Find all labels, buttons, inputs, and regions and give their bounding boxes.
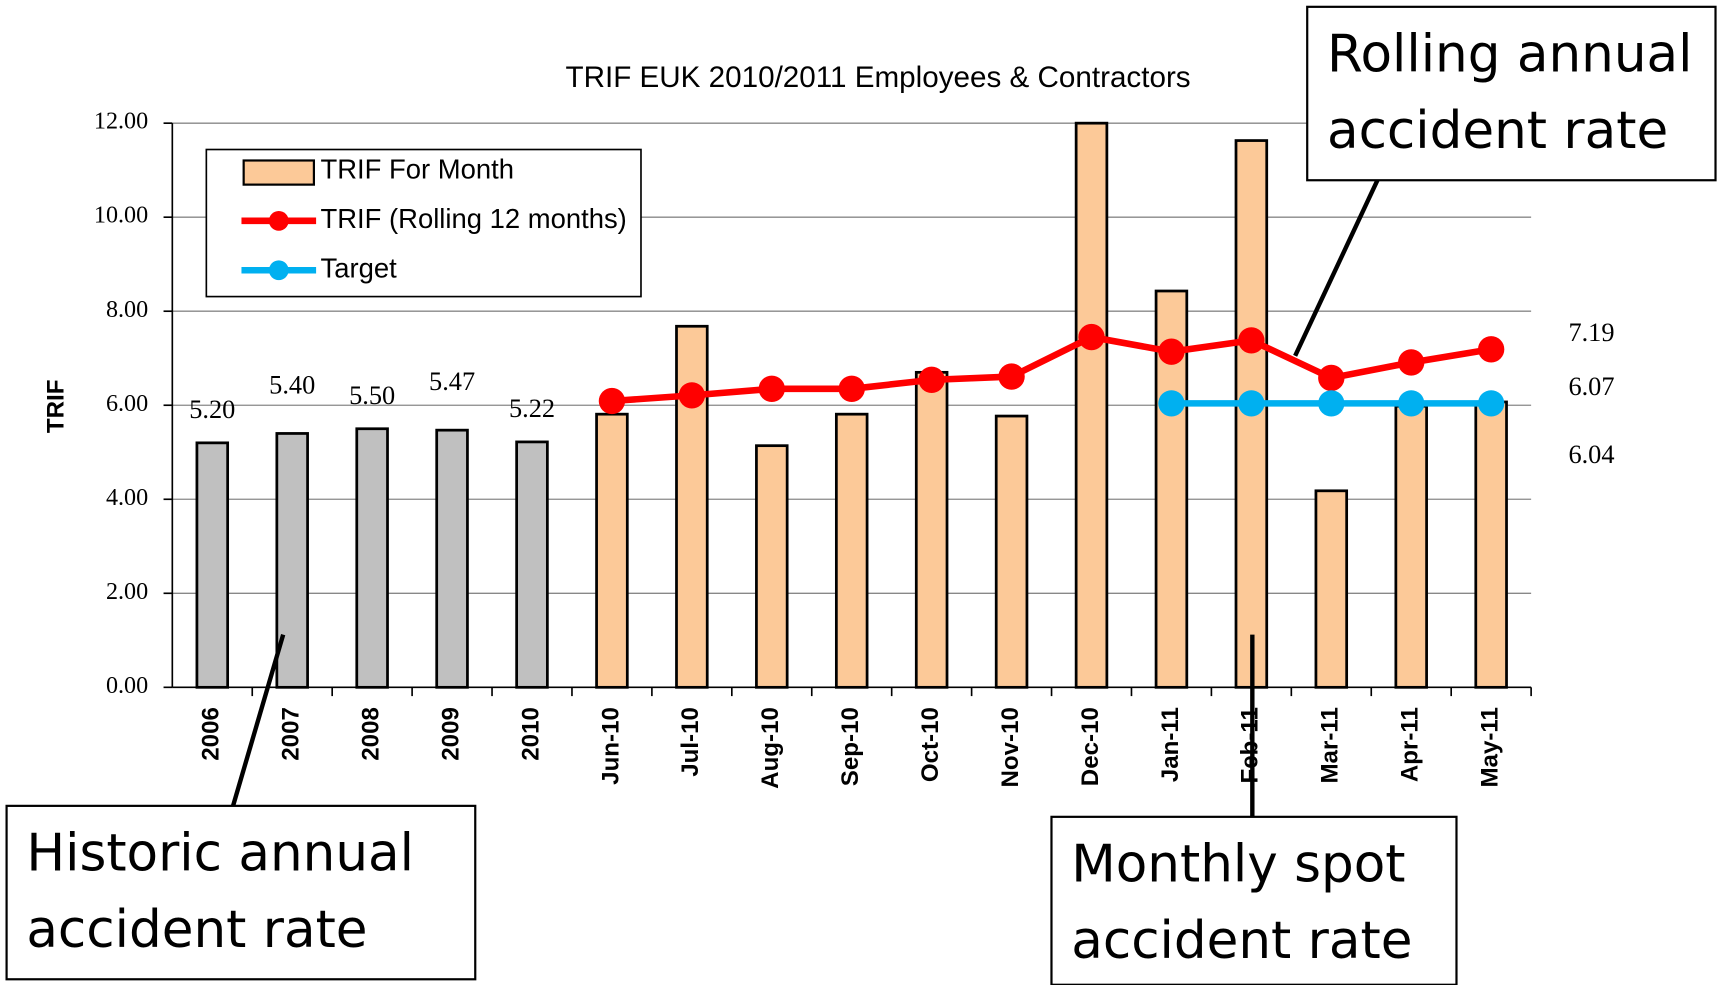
legend-swatch [242, 159, 316, 186]
x-tick-label: May-11 [1477, 707, 1504, 787]
marker [1398, 390, 1425, 417]
legend-label: TRIF For Month [320, 154, 514, 185]
x-tick-label: Jan-11 [1157, 707, 1184, 782]
callout-box [1050, 815, 1458, 986]
x-tick-label: Sep-10 [837, 707, 864, 786]
value-label: 5.47 [429, 367, 475, 396]
x-tick-label: 2010 [517, 707, 544, 761]
value-label: 5.22 [509, 394, 555, 423]
legend-marker [268, 260, 289, 281]
x-tick-label: Mar-11 [1317, 707, 1344, 783]
callout-text: Historic annual [26, 823, 414, 883]
marker [998, 363, 1025, 390]
legend-label: Target [320, 252, 397, 283]
marker [598, 387, 626, 415]
callout-text: accident rate [1327, 101, 1668, 161]
bar [275, 432, 309, 689]
bar [834, 412, 869, 689]
bar [195, 441, 230, 689]
marker [678, 382, 706, 409]
bar [1074, 121, 1109, 689]
callout-text: Monthly spot [1071, 834, 1405, 894]
x-tick-label: Oct-10 [917, 707, 944, 782]
x-tick-label: Apr-11 [1397, 707, 1424, 782]
marker [918, 366, 945, 394]
marker [1477, 390, 1505, 417]
value-label: 6.07 [1568, 372, 1614, 401]
x-tick-label: Dec-10 [1077, 707, 1104, 786]
value-label: 6.04 [1568, 440, 1614, 469]
marker [758, 375, 785, 402]
y-axis-label: TRIF [42, 380, 69, 434]
marker [1318, 364, 1345, 392]
marker [1398, 349, 1425, 376]
value-label: 5.50 [349, 381, 395, 410]
x-tick-label: 2009 [437, 707, 464, 761]
value-label: 5.40 [269, 370, 315, 399]
callout-pointer [1293, 179, 1380, 357]
marker [1158, 390, 1185, 417]
bar [755, 444, 789, 689]
x-tick-label: Aug-10 [757, 707, 784, 789]
bar [435, 428, 469, 689]
callout-pointer [228, 634, 286, 816]
callout-text: accident rate [1071, 911, 1412, 971]
x-tick-label: Jul-10 [677, 707, 704, 777]
marker [1477, 336, 1505, 363]
callout-box [1306, 5, 1717, 182]
y-tick-label: 4.00 [106, 484, 148, 511]
bar [1314, 489, 1349, 689]
legend-marker [268, 210, 289, 231]
x-tick-label: 2006 [198, 707, 225, 761]
bar [515, 440, 549, 689]
value-label: 7.19 [1568, 318, 1614, 347]
x-tick-label: 2007 [278, 707, 305, 761]
x-tick-label: Jun-10 [597, 707, 624, 785]
bar [355, 427, 389, 689]
bar [1394, 404, 1428, 689]
marker [1238, 327, 1265, 354]
bar [1474, 400, 1508, 689]
chart-title: TRIF EUK 2010/2011 Employees & Contracto… [565, 61, 1190, 94]
value-label: 5.20 [189, 395, 235, 424]
x-tick-label: Nov-10 [997, 707, 1024, 787]
x-tick-label: 2008 [358, 707, 385, 761]
bar [675, 324, 709, 689]
callout-text: Rolling annual [1327, 24, 1693, 84]
marker [1158, 338, 1185, 365]
y-tick-label: 8.00 [106, 296, 148, 323]
legend-label: TRIF (Rolling 12 months) [320, 203, 626, 234]
y-tick-label: 10.00 [94, 202, 148, 229]
marker [1238, 390, 1265, 417]
callout-box [5, 804, 477, 981]
bar [595, 412, 629, 689]
line [611, 333, 1492, 405]
marker [1318, 390, 1345, 417]
marker [838, 375, 865, 402]
bar [994, 414, 1029, 689]
callout-text: accident rate [26, 900, 367, 960]
bar [914, 370, 949, 689]
marker [1078, 323, 1105, 351]
y-tick-label: 12.00 [94, 108, 148, 135]
y-tick-label: 2.00 [106, 578, 148, 605]
y-tick-label: 0.00 [106, 672, 148, 699]
y-tick-label: 6.00 [106, 390, 148, 417]
